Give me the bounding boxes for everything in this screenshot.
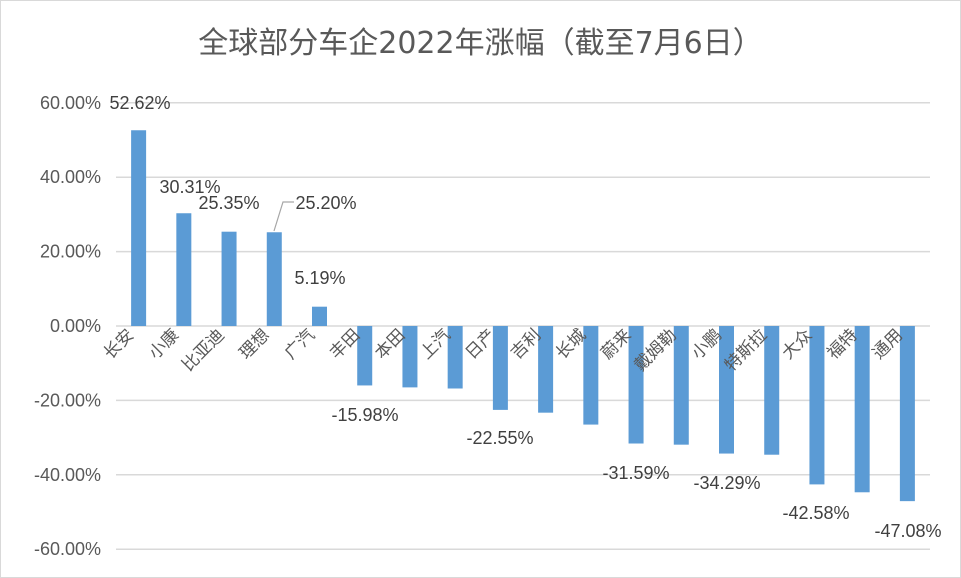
y-tick-label: 60.00%	[40, 93, 101, 113]
data-label: 5.19%	[294, 268, 345, 288]
bar	[899, 326, 915, 502]
bar	[583, 326, 599, 425]
data-label: 30.31%	[159, 177, 220, 197]
bar	[719, 326, 734, 454]
data-labels: 52.62% 30.31%25.35% 25.20% 5.19% -15.98% -22.…	[109, 93, 941, 541]
category-label: 小康	[145, 325, 183, 363]
y-tick-label: 40.00%	[40, 167, 101, 187]
bars	[131, 130, 915, 502]
y-tick-label: -40.00%	[34, 465, 101, 485]
chart-title: 全球部分车企2022年涨幅（截至7月6日）	[198, 26, 763, 61]
bar	[176, 213, 192, 326]
y-tick-label: 20.00%	[40, 242, 101, 262]
bar	[447, 326, 463, 389]
bar	[809, 326, 825, 485]
bar	[673, 326, 689, 445]
data-label: -42.58%	[782, 503, 849, 523]
bar	[538, 326, 554, 413]
data-label: -47.08%	[874, 521, 941, 541]
bar	[312, 306, 327, 326]
bar	[628, 326, 644, 444]
data-label: 25.20%	[295, 193, 356, 213]
y-tick-label: -60.00%	[34, 539, 101, 559]
bar	[492, 326, 508, 410]
bar	[221, 231, 237, 326]
category-label: 广汽	[281, 325, 319, 363]
bar	[402, 326, 418, 388]
data-label: -34.29%	[693, 473, 760, 493]
data-label: 25.35%	[198, 193, 259, 213]
bar	[764, 326, 780, 455]
bar	[266, 232, 282, 326]
category-label: 比亚迪	[178, 325, 228, 375]
gridlines	[116, 102, 930, 550]
data-label: -22.55%	[466, 428, 533, 448]
y-tick-label: 0.00%	[50, 316, 101, 336]
category-label: 长安	[100, 325, 138, 363]
bar	[357, 326, 373, 386]
data-label: -31.59%	[602, 463, 669, 483]
data-label: -15.98%	[331, 405, 398, 425]
bar	[131, 130, 147, 326]
data-label: 52.62%	[109, 93, 170, 113]
y-tick-label: -20.00%	[34, 390, 101, 410]
y-axis-labels: 60.00% 40.00% 20.00% 0.00% -20.00% -40.00% -60…	[34, 93, 101, 559]
leader-line	[273, 201, 294, 232]
category-label: 理想	[236, 325, 274, 363]
bar	[854, 326, 870, 493]
